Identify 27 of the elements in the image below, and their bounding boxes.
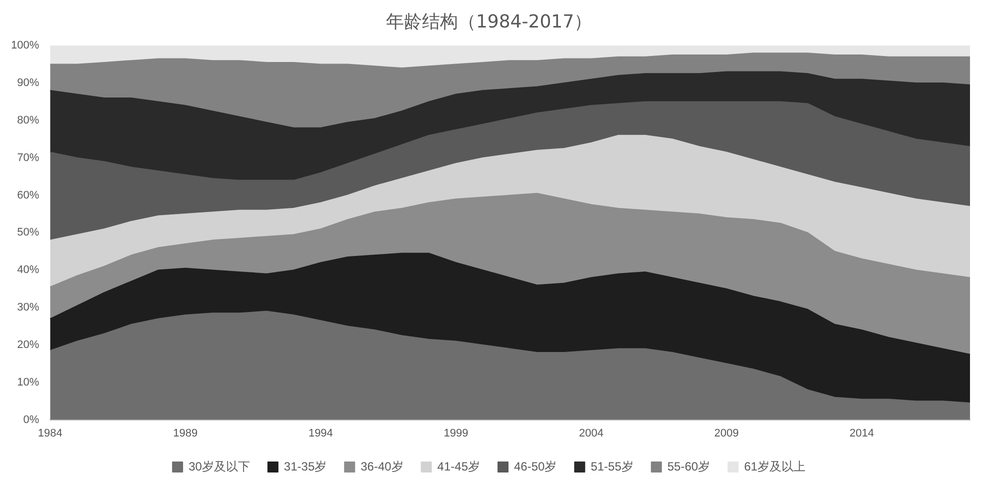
y-tick-label: 70%	[17, 152, 40, 164]
legend-label: 46-50岁	[514, 459, 557, 474]
legend-label: 51-55岁	[590, 459, 634, 474]
y-tick-label: 90%	[17, 77, 40, 90]
y-tick-label: 30%	[17, 302, 40, 314]
x-tick-label: 1984	[38, 427, 62, 440]
y-tick-label: 60%	[17, 189, 40, 202]
x-tick-label: 2004	[578, 427, 604, 440]
chart-title: 年龄结构（1984-2017）	[386, 11, 592, 32]
y-tick-label: 50%	[17, 226, 40, 239]
legend-label: 31-35岁	[284, 459, 327, 474]
x-tick-label: 1999	[444, 427, 468, 440]
y-tick-label: 0%	[23, 414, 40, 426]
x-tick-label: 2009	[714, 427, 739, 440]
y-tick-label: 100%	[10, 40, 40, 52]
legend-label: 41-45岁	[437, 459, 480, 474]
y-tick-label: 10%	[17, 376, 40, 388]
x-tick-label: 1994	[308, 427, 333, 440]
y-tick-label: 20%	[17, 338, 40, 351]
x-tick-label: 1989	[173, 427, 198, 440]
y-tick-label: 80%	[17, 114, 40, 126]
legend-label: 30岁及以下	[188, 459, 250, 474]
legend-label: 36-40岁	[360, 459, 404, 474]
y-tick-label: 40%	[17, 264, 40, 276]
legend-label: 61岁及以上	[744, 459, 806, 474]
x-tick-label: 2014	[850, 427, 874, 440]
legend-label: 55-60岁	[667, 459, 710, 474]
